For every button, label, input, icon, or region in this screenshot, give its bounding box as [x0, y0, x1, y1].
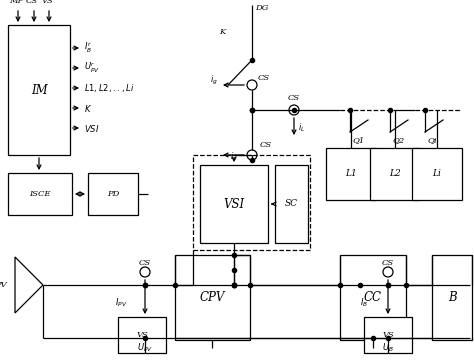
- Text: $i_L$: $i_L$: [298, 122, 305, 134]
- Bar: [118, 317, 166, 353]
- Text: $U_{PV}$: $U_{PV}$: [137, 342, 153, 354]
- Bar: [193, 155, 310, 250]
- Text: $I_{PV}$: $I_{PV}$: [115, 297, 127, 309]
- Text: SC: SC: [285, 200, 298, 208]
- Text: $I_B$: $I_B$: [360, 297, 368, 309]
- Text: $VSI$: $VSI$: [84, 122, 99, 134]
- Text: B: B: [447, 291, 456, 304]
- Text: PD: PD: [107, 190, 119, 198]
- Text: CS: CS: [288, 94, 300, 102]
- Text: CS: CS: [139, 259, 151, 267]
- Text: CS: CS: [26, 0, 38, 5]
- Bar: [175, 255, 250, 340]
- Bar: [8, 25, 70, 155]
- Text: CS: CS: [260, 141, 272, 149]
- Text: $U^r_{PV}$: $U^r_{PV}$: [84, 61, 100, 75]
- Bar: [275, 165, 308, 243]
- Text: $i_c$: $i_c$: [229, 151, 237, 163]
- Bar: [340, 255, 406, 340]
- Text: Qi: Qi: [427, 136, 437, 144]
- Bar: [412, 148, 462, 200]
- Text: CS: CS: [258, 74, 270, 82]
- Text: MP: MP: [9, 0, 23, 5]
- Text: Q2: Q2: [392, 136, 404, 144]
- Text: $K$: $K$: [84, 102, 92, 114]
- Text: PV: PV: [0, 281, 7, 289]
- Text: VS: VS: [382, 331, 394, 339]
- Text: ISCE: ISCE: [29, 190, 51, 198]
- Bar: [88, 173, 138, 215]
- Text: $i_g$: $i_g$: [210, 73, 218, 86]
- Text: CPV: CPV: [200, 291, 225, 304]
- Text: CS: CS: [382, 259, 394, 267]
- Text: $I^r_B$: $I^r_B$: [84, 41, 92, 55]
- Text: Q1: Q1: [352, 136, 364, 144]
- Bar: [8, 173, 72, 215]
- Text: L2: L2: [389, 170, 401, 179]
- Text: VSI: VSI: [223, 197, 245, 211]
- Bar: [370, 148, 420, 200]
- Bar: [432, 255, 472, 340]
- Text: Li: Li: [433, 170, 441, 179]
- Text: VS: VS: [136, 331, 148, 339]
- Text: VS: VS: [41, 0, 53, 5]
- Text: CC: CC: [364, 291, 382, 304]
- Text: $L1, L2,.., Li$: $L1, L2,.., Li$: [84, 82, 135, 94]
- Bar: [364, 317, 412, 353]
- Text: L1: L1: [345, 170, 357, 179]
- Text: K: K: [219, 28, 225, 36]
- Bar: [326, 148, 376, 200]
- Text: DG: DG: [255, 4, 268, 12]
- Text: IM: IM: [31, 83, 47, 97]
- Text: $U_B$: $U_B$: [382, 342, 394, 354]
- Bar: [200, 165, 268, 243]
